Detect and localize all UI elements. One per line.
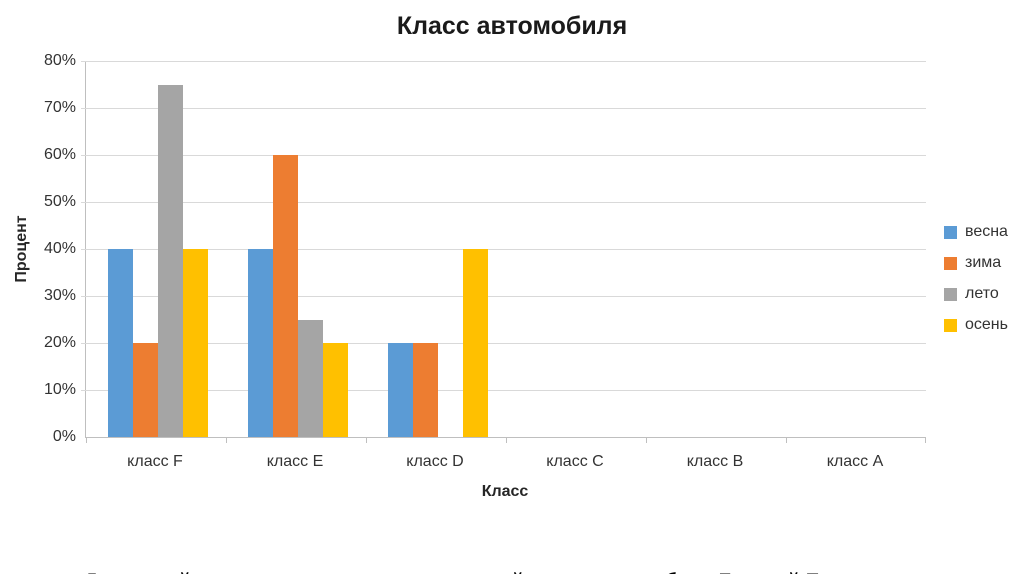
x-axis-tick [646,437,647,443]
y-tick-label: 20% [43,334,76,351]
caption: Для людей, родившихся летом оптимальный … [0,512,1024,574]
bar-весна-класс D [388,343,413,437]
x-category-label: класс C [546,453,604,470]
y-tick-label: 30% [43,287,76,304]
bar-зима-класс E [273,155,298,437]
x-category-label: класс F [127,453,183,470]
gridline-80% [81,60,926,62]
gridline-10% [81,389,926,391]
x-category-label: класс E [266,453,324,470]
legend-item-лето: лето [944,285,1008,302]
bar-зима-класс D [413,343,438,437]
bar-весна-класс F [108,249,133,437]
bar-осень-класс E [323,343,348,437]
legend-swatch-icon [944,318,957,332]
y-tick-label: 70% [43,99,76,116]
y-tick-label: 40% [43,240,76,257]
legend-label: осень [965,316,1008,333]
y-tick-label: 80% [43,52,76,69]
bar-лето-класс F [158,84,183,437]
x-axis-tick [366,437,367,443]
plot-area [81,60,926,443]
x-axis-tick [86,437,87,443]
legend-label: зима [965,254,1002,271]
legend-item-осень: осень [944,316,1008,333]
x-axis-tick [226,437,227,443]
legend: весна зима лето осень [944,223,1008,348]
legend-swatch-icon [944,225,957,239]
bar-весна-класс E [248,249,273,437]
bar-зима-класс F [133,343,158,437]
legend-label: лето [965,285,999,302]
y-tick-label: 50% [43,193,76,210]
gridline-70% [81,107,926,109]
legend-item-зима: зима [944,254,1008,271]
x-axis-tick [786,437,787,443]
caption-line-1: Для людей, родившихся летом оптимальный … [0,568,1024,574]
x-category-label: класс D [406,453,464,470]
x-category-label: класс B [686,453,744,470]
gridline-20% [81,342,926,344]
chart-title: Класс автомобиля [396,12,628,40]
bar-осень-класс D [463,249,488,437]
y-tick-label: 10% [43,381,76,398]
x-category-label: класс A [826,453,884,470]
bar-осень-класс F [183,249,208,437]
x-axis-tick [506,437,507,443]
gridline-30% [81,295,926,297]
x-axis-tick [925,437,926,443]
y-tick-label: 0% [52,428,76,445]
x-axis-title: Класс [481,483,529,500]
legend-swatch-icon [944,287,957,301]
gridline-60% [81,154,926,156]
bar-лето-класс E [298,319,323,437]
legend-swatch-icon [944,256,957,270]
y-tick-label: 60% [43,146,76,163]
legend-item-весна: весна [944,223,1008,240]
gridline-50% [81,201,926,203]
legend-label: весна [965,223,1008,240]
gridline-40% [81,248,926,250]
